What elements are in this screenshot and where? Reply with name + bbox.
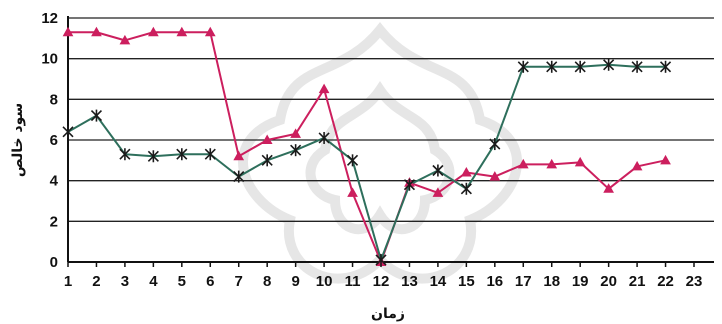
triangle-marker (119, 34, 131, 45)
triangle-marker (233, 150, 245, 161)
x-tick-label: 2 (92, 273, 100, 290)
star-marker (574, 60, 586, 73)
x-tick-label: 10 (316, 273, 333, 290)
y-tick-label: 8 (50, 91, 58, 108)
star-marker (62, 125, 74, 138)
series-lines (67, 31, 666, 263)
star-marker (432, 164, 444, 177)
x-tick-label: 13 (401, 273, 418, 290)
star-marker (119, 148, 131, 161)
star-marker (546, 60, 558, 73)
star-marker (147, 150, 159, 163)
star-marker (517, 60, 529, 73)
triangle-marker (204, 26, 216, 37)
triangle-marker (318, 83, 330, 94)
star-marker (233, 170, 245, 183)
triangle-marker (91, 26, 102, 37)
triangle-marker (603, 183, 614, 193)
x-tick-label: 16 (486, 273, 503, 290)
x-tick-label: 14 (430, 273, 447, 290)
x-tick-label: 19 (572, 273, 589, 290)
y-tick-label: 2 (50, 213, 58, 230)
series-line-1 (68, 31, 666, 263)
star-marker (403, 178, 416, 191)
axes (67, 16, 714, 267)
triangle-marker (517, 158, 529, 169)
star-marker (603, 58, 615, 71)
triangle-marker (176, 26, 188, 37)
x-tick-label: 8 (263, 273, 271, 290)
triangle-marker (574, 156, 586, 167)
triangle-marker (660, 154, 671, 165)
star-marker (290, 144, 302, 157)
x-tick-label: 6 (206, 273, 214, 290)
x-tick-label: 9 (291, 273, 299, 290)
x-tick-label: 5 (178, 273, 186, 290)
star-marker (346, 154, 359, 167)
triangle-marker (432, 187, 444, 197)
x-tick-label: 4 (149, 273, 158, 290)
star-marker (659, 60, 672, 73)
triangle-marker (546, 158, 558, 169)
x-tick-label: 12 (373, 273, 390, 290)
triangle-marker (461, 167, 472, 177)
x-tick-label: 15 (458, 273, 475, 290)
x-tick-label: 23 (686, 273, 703, 290)
triangle-marker (489, 171, 501, 181)
y-tick-label: 6 (50, 132, 58, 149)
star-marker (204, 148, 216, 161)
star-marker (460, 182, 472, 195)
x-tick-label: 22 (657, 273, 674, 290)
star-marker (318, 131, 330, 144)
triangle-marker (347, 187, 358, 197)
x-tick-label: 21 (629, 273, 646, 290)
y-tick-label: 4 (50, 173, 59, 190)
star-marker (489, 138, 501, 151)
y-axis-title: سود خالص (10, 103, 26, 177)
triangle-marker (631, 160, 643, 171)
star-marker (176, 148, 188, 161)
x-tick-label: 3 (121, 273, 129, 290)
triangle-marker (148, 26, 159, 37)
y-tick-label: 12 (41, 10, 58, 27)
x-tick-label: 7 (235, 273, 243, 290)
x-tick-label: 20 (600, 273, 617, 290)
triangle-marker (261, 134, 273, 144)
x-tick-label: 17 (515, 273, 532, 290)
x-axis-title: زمان (371, 306, 405, 322)
triangle-marker (290, 128, 301, 138)
star-marker (90, 109, 103, 122)
triangle-marker (62, 26, 74, 37)
x-tick-label: 11 (345, 273, 361, 290)
star-marker (261, 154, 273, 167)
x-tick-label: 18 (543, 273, 560, 290)
star-marker (631, 60, 643, 73)
series-markers (62, 26, 672, 266)
star-marker (375, 253, 387, 266)
x-tick-label: 1 (64, 273, 72, 290)
y-tick-label: 0 (50, 254, 58, 271)
y-tick-label: 10 (41, 51, 58, 68)
series-line-2 (67, 63, 666, 261)
